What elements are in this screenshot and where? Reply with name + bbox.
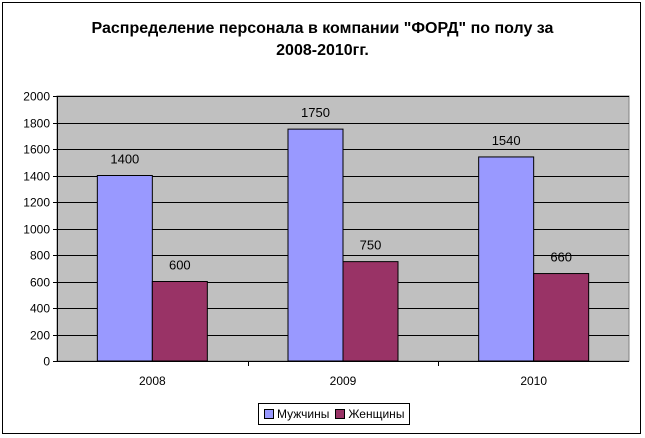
data-label: 1540 [492, 133, 521, 148]
y-tick-label: 1600 [23, 143, 50, 157]
y-tick-label: 1400 [23, 170, 50, 184]
legend-label-men: Мужчины [277, 407, 330, 421]
bar [151, 281, 208, 362]
chart-legend: Мужчины Женщины [258, 403, 411, 425]
bar [478, 156, 535, 362]
data-label: 1750 [301, 105, 330, 120]
y-tick-label: 200 [30, 329, 50, 343]
bar [287, 128, 344, 362]
y-tick-label: 1200 [23, 196, 50, 210]
data-label: 660 [550, 250, 572, 265]
data-label: 1400 [110, 152, 139, 167]
legend-swatch-women [335, 409, 346, 419]
y-tick-label: 0 [43, 355, 50, 369]
legend-item-women: Женщины [335, 407, 404, 421]
chart-title-line-1: Распределение персонала в компании "ФОРД… [91, 20, 554, 37]
legend-label-women: Женщины [348, 407, 405, 421]
x-tick-label: 2009 [330, 374, 357, 388]
data-label: 750 [360, 238, 382, 253]
bar [96, 175, 153, 362]
y-tick-label: 2000 [23, 90, 50, 104]
y-tick-label: 600 [30, 276, 50, 290]
bar [533, 273, 590, 362]
y-tick-label: 1800 [23, 117, 50, 131]
legend-swatch-men [264, 409, 274, 419]
chart-title: Распределение персонала в компании "ФОРД… [0, 18, 645, 62]
x-tick-label: 2010 [520, 374, 547, 388]
legend-item-men: Мужчины [264, 407, 329, 421]
chart-title-line-2: 2008-2010гг. [276, 42, 369, 59]
y-tick-label: 400 [30, 302, 50, 316]
y-tick-label: 800 [30, 249, 50, 263]
data-label: 600 [169, 258, 191, 273]
x-tick-label: 2008 [139, 374, 166, 388]
bar [342, 261, 399, 362]
y-tick-label: 1000 [23, 223, 50, 237]
